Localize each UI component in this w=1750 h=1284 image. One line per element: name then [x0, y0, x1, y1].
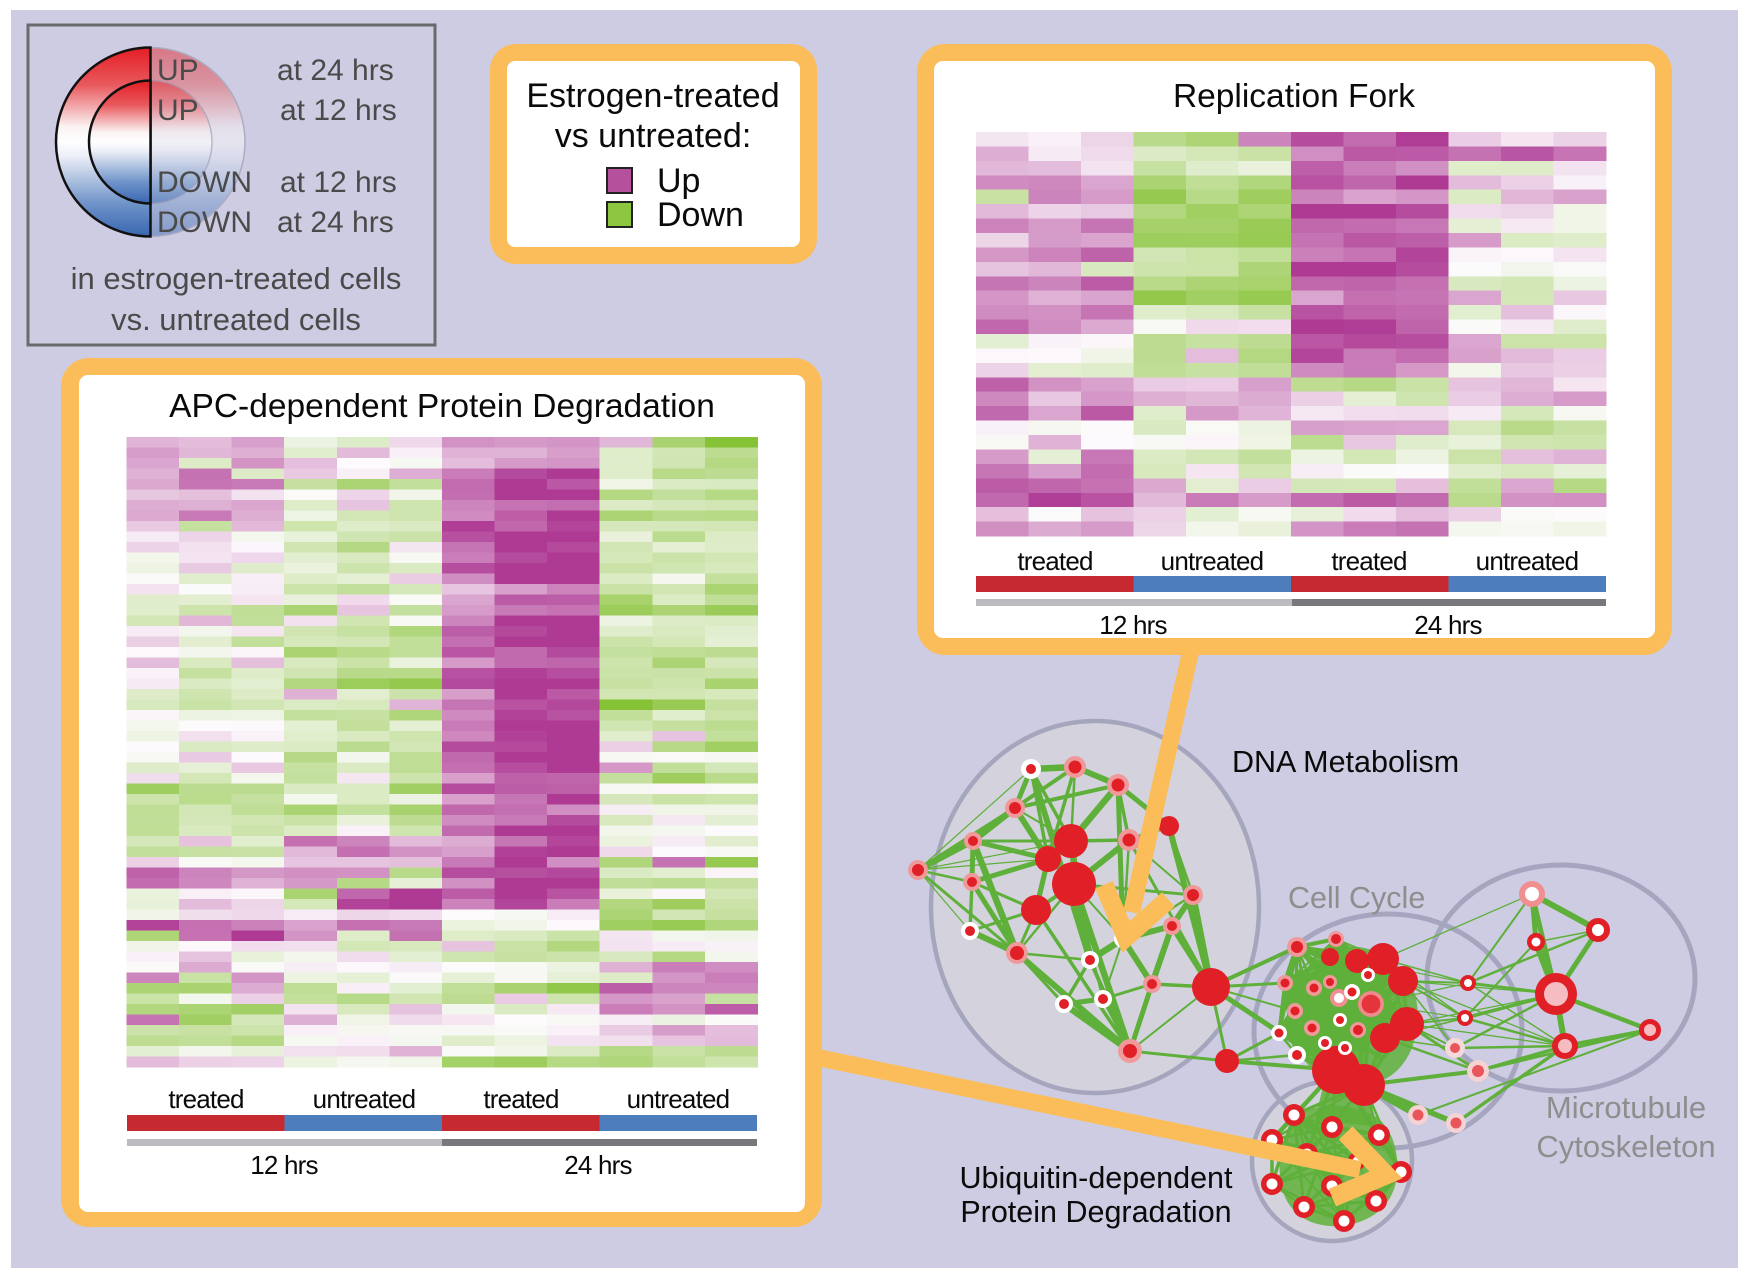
svg-text:24 hrs: 24 hrs [1414, 610, 1482, 640]
svg-text:at 12 hrs: at 12 hrs [280, 166, 397, 199]
svg-text:Replication Fork: Replication Fork [1173, 78, 1415, 115]
svg-text:untreated: untreated [313, 1084, 416, 1114]
svg-text:DOWN: DOWN [157, 206, 252, 239]
svg-text:Up: Up [657, 162, 700, 200]
svg-text:treated: treated [1017, 546, 1092, 576]
svg-text:Cell Cycle: Cell Cycle [1288, 881, 1425, 915]
svg-text:untreated: untreated [627, 1084, 730, 1114]
svg-text:treated: treated [1331, 546, 1406, 576]
svg-text:Estrogen-treated: Estrogen-treated [526, 77, 779, 115]
svg-text:untreated: untreated [1161, 546, 1264, 576]
svg-text:DNA Metabolism: DNA Metabolism [1232, 745, 1459, 779]
svg-text:at 24 hrs: at 24 hrs [277, 206, 394, 239]
svg-text:vs. untreated cells: vs. untreated cells [111, 302, 361, 337]
svg-text:DOWN: DOWN [157, 166, 252, 199]
svg-text:Down: Down [657, 196, 744, 234]
svg-text:vs untreated:: vs untreated: [555, 117, 752, 155]
svg-text:24 hrs: 24 hrs [564, 1150, 632, 1180]
svg-text:Protein Degradation: Protein Degradation [960, 1195, 1231, 1229]
svg-text:untreated: untreated [1476, 546, 1579, 576]
svg-text:UP: UP [157, 94, 199, 127]
svg-text:at 24 hrs: at 24 hrs [277, 54, 394, 87]
svg-text:treated: treated [168, 1084, 243, 1114]
svg-text:Microtubule: Microtubule [1546, 1090, 1706, 1125]
svg-text:12 hrs: 12 hrs [250, 1150, 318, 1180]
svg-text:in estrogen-treated cells: in estrogen-treated cells [71, 261, 402, 296]
svg-text:12 hrs: 12 hrs [1099, 610, 1167, 640]
svg-text:APC-dependent Protein Degradat: APC-dependent Protein Degradation [169, 388, 715, 425]
svg-text:treated: treated [483, 1084, 558, 1114]
svg-text:UP: UP [157, 54, 199, 87]
svg-text:Cytoskeleton: Cytoskeleton [1536, 1129, 1715, 1164]
svg-text:Ubiquitin-dependent: Ubiquitin-dependent [959, 1161, 1233, 1195]
svg-text:at 12 hrs: at 12 hrs [280, 94, 397, 127]
